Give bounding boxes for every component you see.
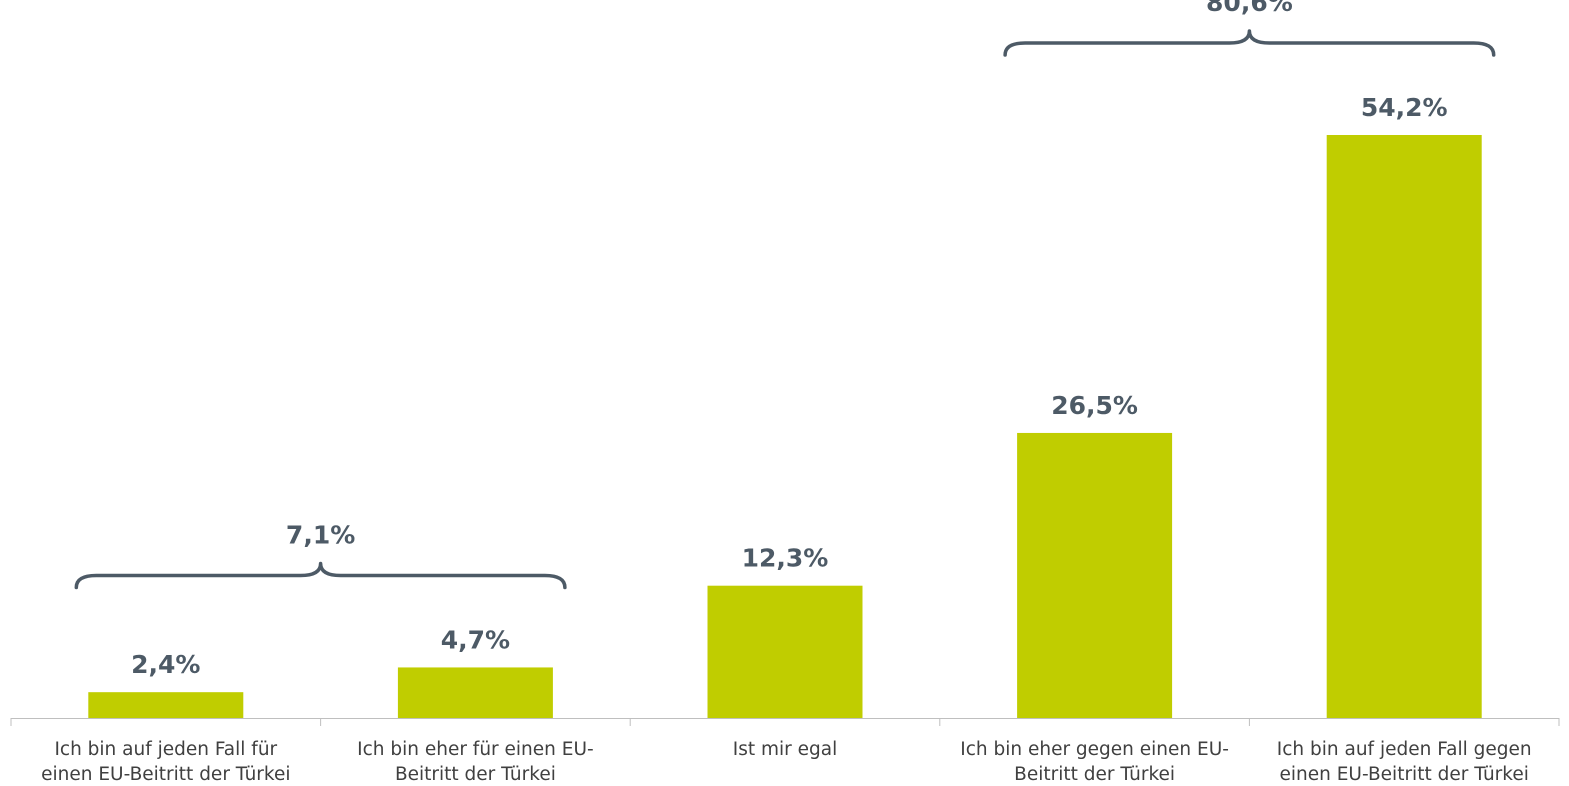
brace-0 <box>74 561 567 590</box>
category-label-0: Ich bin auf jeden Fall für einen EU-Beitr… <box>41 739 290 785</box>
annotations: 7,1% 80,6% <box>74 0 1496 590</box>
bar-1 <box>397 667 553 718</box>
bar-2 <box>707 585 863 718</box>
category-label-2-line-0: Ist mir egal <box>733 739 837 760</box>
value-label-3: 26,5% <box>1051 391 1138 420</box>
category-label-1-line-0: Ich bin eher für einen EU- <box>357 739 594 760</box>
bar-0 <box>88 692 244 718</box>
bars: 2,4% 4,7% 12,3% 26,5% 54,2% <box>88 93 1482 718</box>
category-label-1-line-1: Beitritt der Türkei <box>395 764 556 785</box>
category-label-4-line-1: einen EU-Beitritt der Türkei <box>1280 764 1529 785</box>
category-label-0-line-1: einen EU-Beitritt der Türkei <box>41 764 290 785</box>
value-label-2: 12,3% <box>742 544 829 573</box>
bar-3 <box>1017 432 1173 718</box>
category-label-3-line-1: Beitritt der Türkei <box>1014 764 1175 785</box>
category-label-2: Ist mir egal <box>733 739 837 760</box>
category-label-3: Ich bin eher gegen einen EU- Beitritt der… <box>960 739 1229 785</box>
category-label-0-line-0: Ich bin auf jeden Fall für <box>54 739 277 760</box>
category-label-1: Ich bin eher für einen EU- Beitritt der T… <box>357 739 594 785</box>
brace-label-1: 80,6% <box>1206 0 1293 17</box>
category-label-4: Ich bin auf jeden Fall gegen einen EU-Bei… <box>1277 739 1532 785</box>
brace-label-0: 7,1% <box>286 520 355 549</box>
value-label-0: 2,4% <box>131 650 200 679</box>
category-label-3-line-0: Ich bin eher gegen einen EU- <box>960 739 1229 760</box>
x-axis: Ich bin auf jeden Fall für einen EU-Beitr… <box>10 718 1560 785</box>
value-label-4: 54,2% <box>1361 93 1448 122</box>
bar-4 <box>1326 135 1482 718</box>
brace-1 <box>1003 29 1496 57</box>
category-label-4-line-0: Ich bin auf jeden Fall gegen <box>1277 739 1532 760</box>
value-label-1: 4,7% <box>441 625 510 654</box>
